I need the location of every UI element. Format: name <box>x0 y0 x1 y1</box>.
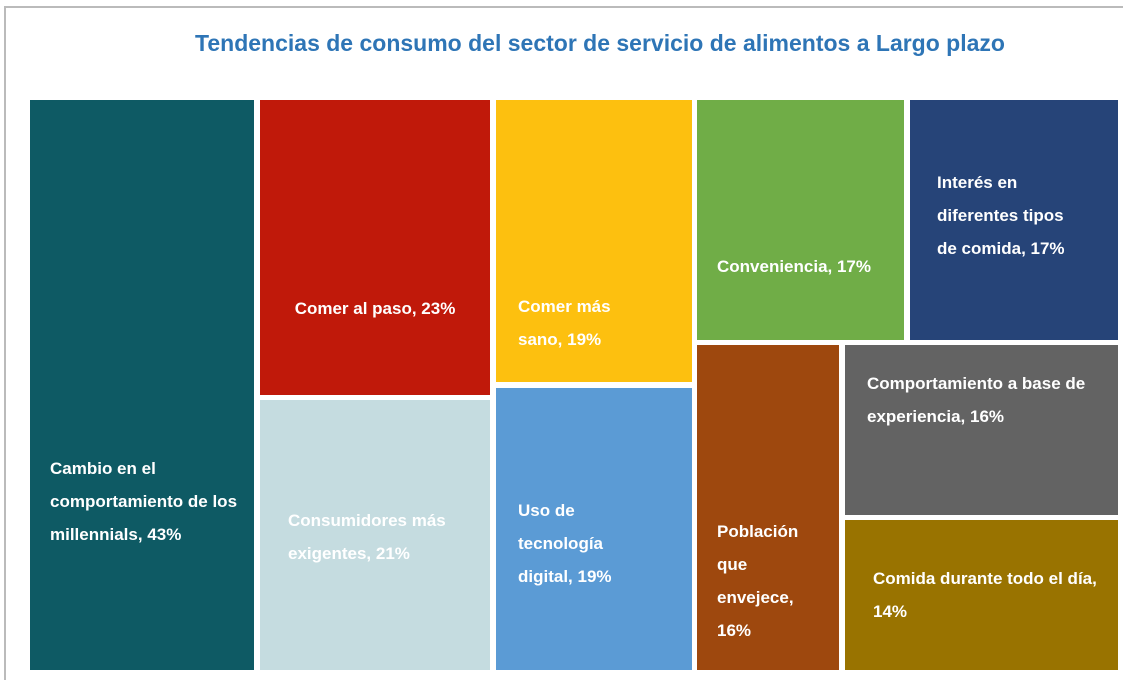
tile-label: Conveniencia, 17% <box>717 257 872 276</box>
tile-label: Uso de tecnología digital, 19% <box>518 501 612 586</box>
treemap-tile: Conveniencia, 17% <box>697 100 904 340</box>
tile-label: Población que envejece, 16% <box>717 522 799 640</box>
chart-title: Tendencias de consumo del sector de serv… <box>195 30 1005 56</box>
tile-label: Cambio en el comportamiento de los mille… <box>50 459 238 544</box>
treemap-tile: Comida durante todo el día, 14% <box>845 520 1118 670</box>
tile-label: Interés en diferentes tipos de comida, 1… <box>937 173 1065 258</box>
treemap-tile: Interés en diferentes tipos de comida, 1… <box>910 100 1118 340</box>
treemap-tile: Comer más sano, 19% <box>496 100 692 382</box>
tile-label: Comer al paso, 23% <box>294 299 456 318</box>
tile-label: Comportamiento a base de experiencia, 16… <box>867 374 1086 426</box>
treemap-tile: Consumidores más exigentes, 21% <box>260 400 490 670</box>
tile-label: Consumidores más exigentes, 21% <box>288 511 446 563</box>
treemap-tile: Comportamiento a base de experiencia, 16… <box>845 345 1118 515</box>
treemap-tile: Uso de tecnología digital, 19% <box>496 388 692 670</box>
tile-label: Comer más sano, 19% <box>518 297 611 349</box>
treemap-tile: Población que envejece, 16% <box>697 345 839 670</box>
tile-label: Comida durante todo el día, 14% <box>873 569 1097 621</box>
treemap-tile: Cambio en el comportamiento de los mille… <box>30 100 254 670</box>
chart-frame <box>4 6 1123 680</box>
treemap-tile: Comer al paso, 23% <box>260 100 490 395</box>
